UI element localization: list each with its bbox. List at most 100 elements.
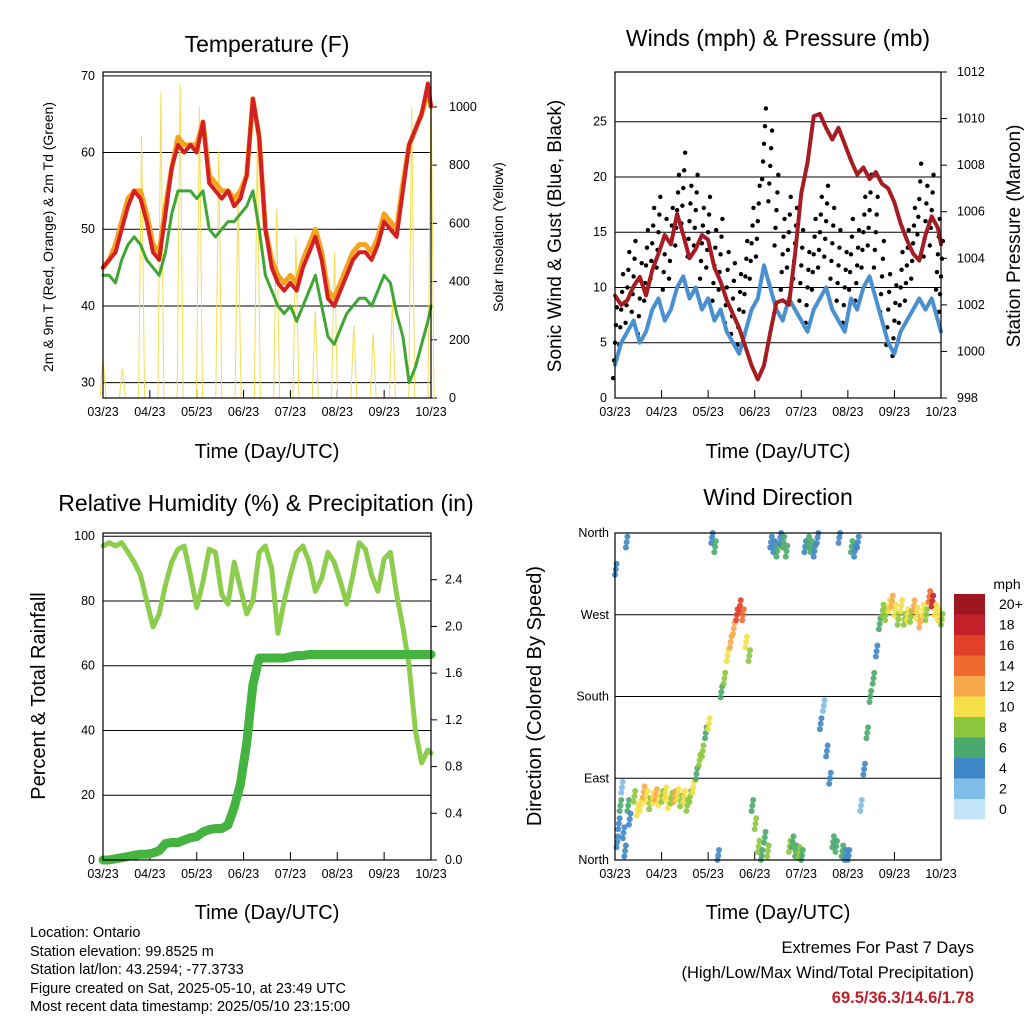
colorbar-label: 8: [999, 719, 1007, 735]
direction-point: [619, 778, 626, 785]
gust-point: [861, 230, 866, 235]
gust-point: [719, 234, 724, 239]
extremes-values: 69.5/36.3/14.6/1.78: [831, 989, 974, 1007]
gust-point: [633, 238, 638, 244]
x-tick-label: 04/23: [646, 405, 677, 419]
gust-point: [830, 241, 835, 246]
gust-point: [809, 287, 815, 292]
y-tick-label: 25: [593, 115, 607, 129]
plot-frame: [102, 532, 432, 861]
gust-point: [742, 291, 747, 297]
direction-point: [773, 553, 780, 560]
direction-point: [754, 848, 761, 855]
y-tick-label: East: [584, 771, 610, 785]
direction-point: [930, 592, 937, 599]
direction-point: [693, 770, 700, 777]
gust-point: [860, 247, 865, 253]
colorbar-swatch: [954, 594, 985, 615]
gust-point: [915, 232, 920, 237]
direction-point: [927, 588, 934, 595]
gust-point: [781, 234, 786, 239]
gust-point: [693, 207, 698, 213]
gust-point: [825, 183, 831, 189]
colorbar-label: 16: [999, 637, 1015, 653]
y2-tick-label: 1002: [957, 298, 985, 312]
gust-point: [822, 236, 828, 242]
plot-frame: [614, 71, 942, 399]
gust-point: [748, 258, 753, 264]
gust-point: [692, 225, 697, 231]
gust-point: [768, 146, 774, 151]
gust-point: [875, 194, 880, 200]
direction-point: [689, 789, 696, 796]
direction-point: [928, 603, 935, 610]
station-latlon: Station lat/lon: 43.2594; -77.3733: [30, 962, 244, 978]
direction-point: [885, 608, 892, 615]
gust-point: [644, 245, 650, 250]
direction-point: [699, 748, 706, 754]
extremes-block: Extremes For Past 7 Days (High/Low/Max W…: [681, 936, 974, 1011]
direction-point: [680, 798, 687, 805]
direction-point: [722, 669, 729, 676]
gust-point: [813, 216, 818, 222]
gust-point: [935, 252, 941, 257]
humidity-ylabel: Percent & Total Rainfall: [28, 592, 50, 800]
direction-point: [625, 821, 632, 828]
solar-spike: [408, 106, 416, 399]
direction-point: [749, 802, 756, 809]
gust-point: [614, 305, 620, 310]
y2-tick-label: 0: [449, 391, 456, 405]
y2-tick-label: 2.0: [445, 619, 462, 633]
gust-point: [632, 256, 637, 261]
x-tick-label: 07/23: [275, 867, 306, 881]
gust-point: [772, 243, 777, 248]
colorbar-label: 10: [999, 699, 1015, 715]
gust-point: [831, 223, 836, 228]
gust-point: [645, 227, 651, 233]
gust-point: [767, 181, 772, 186]
x-tick-label: 07/23: [275, 405, 306, 419]
x-tick-label: 05/23: [181, 405, 212, 419]
gust-point: [829, 258, 834, 264]
gust-point: [667, 258, 673, 264]
gust-point: [931, 172, 936, 177]
gust-point: [886, 307, 891, 312]
y2-tick-label: 200: [449, 333, 470, 347]
colorbar-label: 18: [999, 617, 1015, 633]
direction-point: [830, 833, 837, 840]
gust-point: [745, 238, 750, 244]
direction-point: [619, 835, 626, 842]
direction-point: [636, 807, 643, 814]
gust-point: [686, 236, 691, 242]
gust-point: [927, 243, 933, 248]
y-tick-label: 50: [81, 222, 95, 236]
y2-tick-label: 998: [957, 391, 978, 405]
gust-point: [618, 325, 623, 330]
direction-point: [751, 826, 758, 833]
direction-point: [762, 828, 769, 835]
gust-point: [811, 252, 816, 257]
y-tick-label: 80: [81, 594, 95, 608]
pressure-ylabel: Station Pressure (Maroon): [1004, 125, 1024, 348]
gust-point: [754, 236, 760, 242]
solar-spike: [234, 194, 242, 399]
gust-point: [910, 241, 916, 246]
humidity-panel: Relative Humidity (%) & Precipitation (i…: [28, 490, 474, 924]
gust-point: [732, 260, 738, 266]
direction-point: [737, 597, 744, 604]
y2-tick-label: 0.0: [445, 853, 462, 867]
gust-point: [816, 247, 822, 253]
y2-tick-label: 1000: [957, 344, 985, 358]
direction-xlabel: Time (Day/UTC): [706, 902, 851, 924]
colorbar-swatch: [954, 696, 985, 717]
direction-point: [615, 820, 622, 827]
gust-point: [880, 256, 886, 261]
gust-point: [871, 265, 877, 270]
x-tick-label: 10/23: [925, 867, 956, 881]
gust-point: [706, 212, 712, 217]
gust-point: [799, 263, 804, 268]
gust-point: [627, 249, 632, 255]
colorbar-swatch: [954, 737, 985, 758]
direction-point: [916, 624, 923, 631]
